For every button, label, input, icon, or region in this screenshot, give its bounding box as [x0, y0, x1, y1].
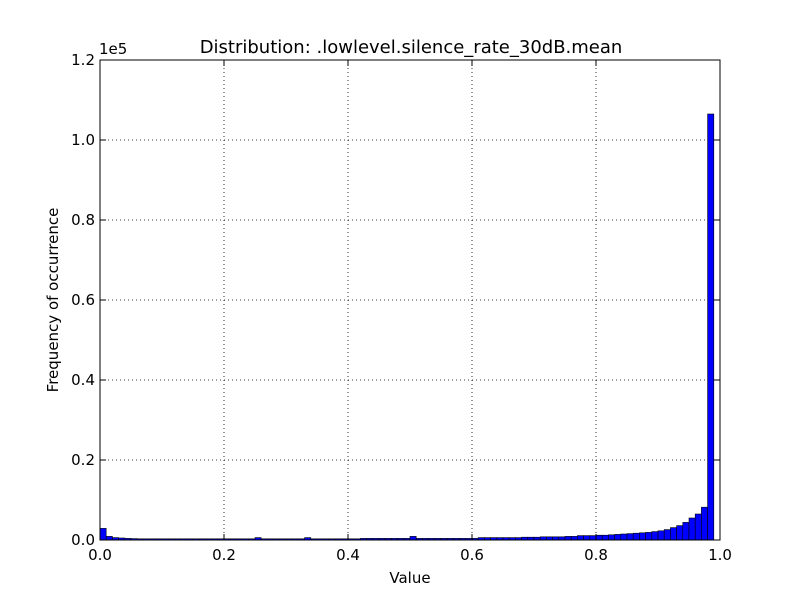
histogram-bar	[570, 536, 578, 541]
histogram-bar	[663, 529, 671, 541]
y-tick-label: 0.4	[71, 371, 95, 389]
x-axis-label: Value	[389, 569, 430, 587]
histogram-bar	[577, 535, 584, 541]
histogram-bar	[657, 530, 665, 541]
y-tick-label: 0.6	[71, 291, 95, 309]
histogram-bar	[589, 535, 597, 541]
histogram-bar	[707, 113, 715, 541]
x-tick-label: 0.4	[336, 546, 360, 564]
histogram-bar	[614, 534, 622, 541]
y-offset-label: 1e5	[99, 40, 127, 58]
histogram-bar	[583, 535, 591, 541]
histogram-bar	[626, 533, 634, 541]
histogram-bar	[645, 532, 653, 541]
histogram-bar	[682, 522, 690, 541]
histogram-bar	[670, 527, 677, 541]
y-axis-label: Frequency of occurrence	[44, 208, 62, 393]
y-tick-label: 1.0	[71, 131, 95, 149]
y-tick-label: 0.2	[71, 451, 95, 469]
histogram-bar	[701, 506, 708, 541]
histogram-bar	[676, 525, 684, 541]
chart-title: Distribution: .lowlevel.silence_rate_30d…	[200, 37, 623, 58]
y-tick-label: 1.2	[71, 51, 95, 69]
histogram-bar	[601, 534, 609, 541]
histogram-bar	[639, 532, 646, 541]
histogram-bar	[694, 513, 702, 541]
grid-lines	[100, 60, 720, 540]
histogram-bar	[99, 528, 107, 541]
x-tick-label: 1.0	[708, 546, 732, 564]
histogram-bar	[632, 532, 640, 541]
histogram-bar	[595, 534, 603, 541]
x-tick-label: 0.0	[88, 546, 112, 564]
x-tick-label: 0.2	[212, 546, 236, 564]
axis-ticks: 0.0 0.2 0.4 0.6 0.8 1.0 0.0 0.2 0.4 0.6 0.8 1.0 1.2	[71, 51, 732, 564]
histogram-bars	[99, 113, 715, 541]
histogram-bar	[688, 517, 696, 541]
histogram-bar	[608, 534, 615, 541]
histogram-bar	[620, 533, 628, 541]
y-tick-label: 0.8	[71, 211, 95, 229]
histogram-bar	[105, 536, 113, 541]
histogram-bar	[564, 536, 572, 541]
x-tick-label: 0.8	[584, 546, 608, 564]
histogram-bar	[651, 531, 659, 541]
x-tick-label: 0.6	[460, 546, 484, 564]
y-tick-label: 0.0	[71, 531, 95, 549]
histogram-bar	[409, 536, 417, 541]
